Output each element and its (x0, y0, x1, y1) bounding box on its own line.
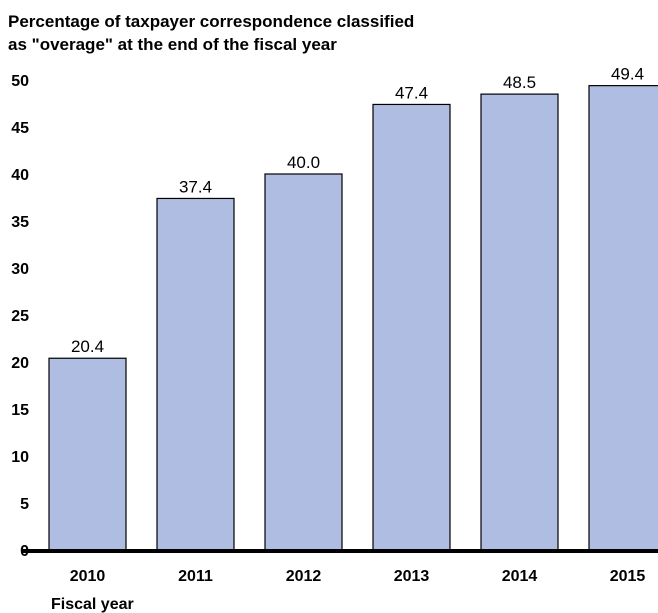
y-tick-label: 5 (20, 496, 29, 513)
bar-2010 (48, 357, 127, 551)
data-label-2010: 20.4 (71, 337, 104, 356)
x-tick-label-2014: 2014 (502, 568, 538, 585)
y-tick-label: 40 (11, 167, 29, 184)
bar-2011 (156, 197, 235, 551)
chart-title-line-1: Percentage of taxpayer correspondence cl… (8, 12, 414, 31)
x-tick-label-2013: 2013 (394, 568, 430, 585)
x-axis-tick-labels: 2010 2011 2012 2013 2014 2015 (70, 568, 646, 585)
data-labels: 20.4 37.4 40.0 47.4 48.5 49.4 (71, 65, 644, 357)
y-axis-tick-labels: 05101520253035404550 (11, 73, 29, 560)
bar-2012 (264, 173, 343, 551)
chart-title-line-2: as "overage" at the end of the fiscal ye… (8, 35, 337, 54)
x-axis-title: Fiscal year (51, 596, 134, 613)
data-label-2013: 47.4 (395, 83, 428, 102)
x-tick-label-2015: 2015 (610, 568, 646, 585)
x-tick-label-2012: 2012 (286, 568, 322, 585)
y-tick-label: 15 (11, 402, 29, 419)
y-tick-label: 35 (11, 214, 29, 231)
data-label-2014: 48.5 (503, 73, 536, 92)
bar-2014 (480, 93, 559, 551)
y-tick-label: 25 (11, 308, 29, 325)
data-label-2011: 37.4 (179, 177, 212, 196)
x-tick-label-2010: 2010 (70, 568, 106, 585)
x-tick-label-2011: 2011 (178, 568, 213, 585)
y-tick-label: 30 (11, 261, 29, 278)
y-tick-label: 50 (11, 73, 29, 90)
y-tick-label: 10 (11, 449, 29, 466)
bars (48, 85, 658, 551)
data-label-2015: 49.4 (611, 65, 644, 84)
bar-2013 (372, 103, 451, 551)
bar-2015 (588, 85, 658, 551)
y-tick-label: 20 (11, 355, 29, 372)
data-label-2012: 40.0 (287, 153, 320, 172)
y-tick-label: 45 (11, 120, 29, 137)
